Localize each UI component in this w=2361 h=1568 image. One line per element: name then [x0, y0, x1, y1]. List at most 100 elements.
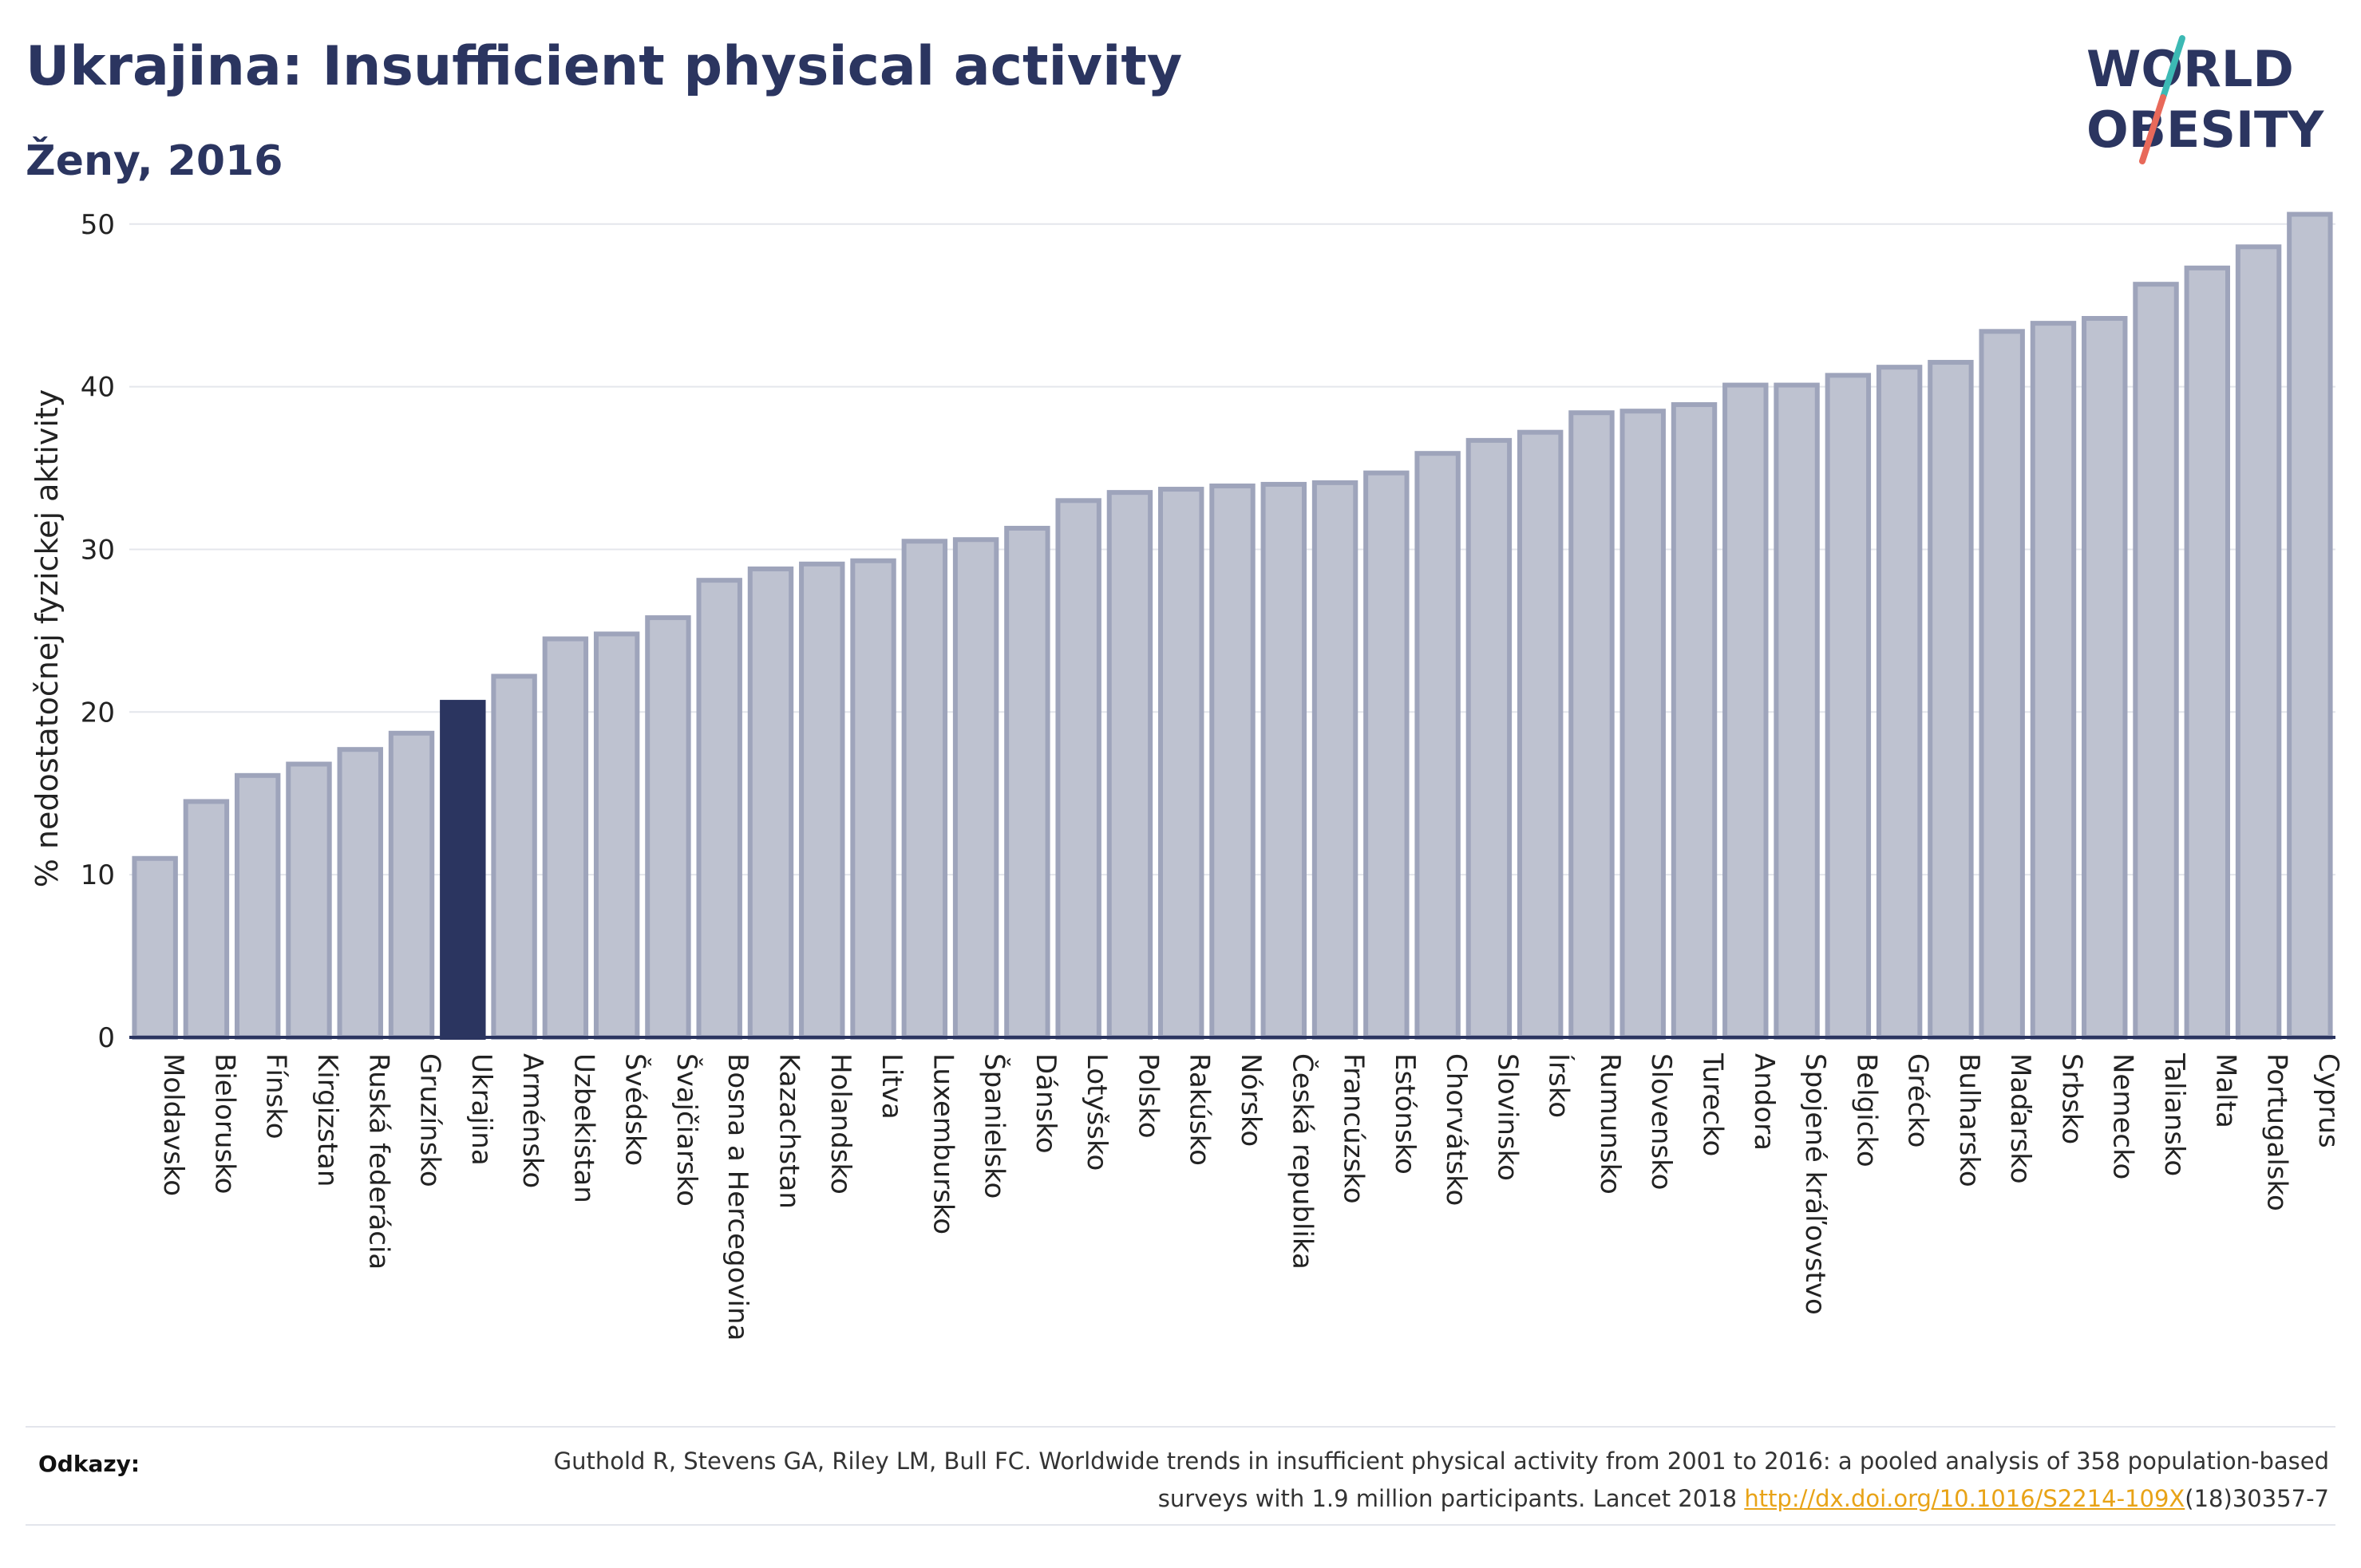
bar: [1517, 429, 1564, 1040]
bar: [1209, 483, 1256, 1040]
references-text: Guthold R, Stevens GA, Riley LM, Bull FC…: [493, 1443, 2329, 1518]
x-tick-label: Estónsko: [1389, 1053, 1421, 1175]
bar: [491, 673, 537, 1040]
bar: [1671, 402, 1718, 1040]
x-tick-label: Ukrajina: [465, 1053, 497, 1166]
bar: [234, 772, 281, 1040]
references-divider-top: [26, 1426, 2335, 1428]
logo-text-obesity: OBESITY: [2086, 101, 2324, 159]
x-tick-label: Arménsko: [516, 1053, 548, 1188]
references-doi-link[interactable]: http://dx.doi.org/10.1016/S2214-109X: [1744, 1485, 2185, 1512]
bar: [2184, 265, 2231, 1040]
x-tick-label: Andora: [1748, 1053, 1780, 1151]
x-tick-label: Nemecko: [2107, 1053, 2139, 1179]
bar: [2082, 316, 2128, 1040]
bar: [901, 539, 948, 1040]
x-tick-label: Kazachstan: [773, 1053, 805, 1209]
bar: [132, 855, 178, 1041]
bar: [1465, 437, 1513, 1040]
bar: [1619, 409, 1666, 1040]
x-tick-label: Gruzínsko: [414, 1053, 446, 1187]
bar: [645, 615, 691, 1040]
x-tick-label: Maďarsko: [2004, 1053, 2036, 1184]
bar: [850, 558, 896, 1040]
bar: [2133, 282, 2179, 1040]
bar: [593, 631, 640, 1040]
x-tick-label: Srbsko: [2055, 1053, 2087, 1144]
x-tick-label: Švédsko: [619, 1053, 652, 1166]
bar: [1722, 382, 1769, 1041]
references-divider-bottom: [26, 1524, 2335, 1526]
bar: [1876, 365, 1923, 1040]
x-tick-label: Holandsko: [825, 1053, 856, 1195]
x-tick-label: Litva: [876, 1053, 908, 1120]
x-tick-label: Grécko: [1902, 1053, 1934, 1147]
references-label: Odkazy:: [38, 1451, 140, 1477]
x-tick-label: Polsko: [1132, 1053, 1164, 1139]
bar: [1363, 470, 1410, 1040]
references-citation-suffix: (18)30357-7: [2185, 1485, 2329, 1512]
x-tick-label: Španielsko: [979, 1053, 1011, 1199]
bar: [388, 730, 435, 1040]
y-tick-label: 10: [81, 859, 115, 891]
bar: [542, 636, 589, 1040]
bar: [952, 537, 999, 1040]
bars: [132, 211, 2333, 1041]
x-tick-label: Bosna a Hercegovina: [722, 1053, 753, 1341]
logo-slash-bottom: [2139, 94, 2166, 164]
references-citation: Guthold R, Stevens GA, Riley LM, Bull FC…: [553, 1448, 2329, 1512]
bar: [1928, 360, 1974, 1040]
chart-title: Ukrajina: Insufficient physical activity: [26, 35, 1183, 98]
x-tick-label: Moldavsko: [157, 1053, 189, 1196]
bar-highlight: [440, 700, 486, 1040]
world-obesity-logo: WORLD OBESITY: [2086, 35, 2324, 164]
y-tick-label: 40: [81, 372, 115, 404]
bar: [1158, 487, 1204, 1040]
x-tick-label: Švajčiarsko: [670, 1053, 703, 1207]
bar: [1825, 373, 1872, 1041]
x-tick-label: Luxembursko: [927, 1053, 959, 1234]
bar: [183, 799, 230, 1041]
x-tick-label: Taliansko: [2158, 1053, 2190, 1176]
x-tick-label: Bulharsko: [1953, 1053, 1985, 1187]
bar: [1979, 329, 2025, 1040]
x-tick-label: Írsko: [1543, 1053, 1576, 1118]
x-tick-label: Bielorusko: [208, 1053, 240, 1194]
x-tick-label: Portugalsko: [2261, 1053, 2293, 1211]
y-axis-label: % nedostatočnej fyzickej aktivity: [30, 389, 65, 888]
x-tick-label: Rakúsko: [1184, 1053, 1216, 1166]
bar: [1260, 481, 1307, 1040]
x-tick-label: Nórsko: [1235, 1053, 1267, 1147]
x-tick-labels: Moldavsko Bielorusko Fínsko Kirgizstan Ruská…: [157, 1053, 2344, 1341]
bar: [337, 747, 383, 1040]
bar: [799, 561, 845, 1040]
bar: [1106, 490, 1153, 1040]
bar-chart: 0 10 20 30 40 50 Moldavsko Bielorusko Fínsko Kir…: [30, 209, 2344, 1341]
logo-slash-top: [2160, 35, 2185, 101]
x-tick-label: Slovinsko: [1491, 1053, 1523, 1181]
y-tick-labels: 0 10 20 30 40 50: [81, 209, 115, 1054]
bar: [696, 578, 742, 1040]
x-tick-label: Lotyšsko: [1081, 1053, 1113, 1171]
x-tick-label: Kirgizstan: [311, 1053, 343, 1187]
logo-text-world: WORLD: [2086, 40, 2294, 98]
bar: [2030, 321, 2077, 1041]
y-tick-label: 20: [81, 697, 115, 729]
bar: [1568, 410, 1615, 1040]
bar: [2287, 211, 2333, 1040]
y-tick-label: 50: [81, 209, 115, 241]
x-tick-label: Malta: [2209, 1053, 2241, 1128]
x-tick-label: Turecko: [1697, 1053, 1729, 1156]
bar: [747, 566, 794, 1040]
x-tick-label: Spojené kráľovstvo: [1799, 1053, 1831, 1315]
x-tick-label: Dánsko: [1030, 1053, 1062, 1154]
x-tick-label: Cyprus: [2312, 1053, 2344, 1148]
bar: [2235, 244, 2282, 1040]
x-tick-label: Francúzsko: [1338, 1053, 1370, 1204]
bar: [1774, 382, 1820, 1041]
bar: [1311, 480, 1358, 1040]
y-tick-label: 30: [81, 534, 115, 566]
x-tick-label: Fínsko: [260, 1053, 292, 1139]
bar: [1414, 451, 1461, 1040]
x-tick-label: Uzbekistan: [568, 1053, 599, 1203]
